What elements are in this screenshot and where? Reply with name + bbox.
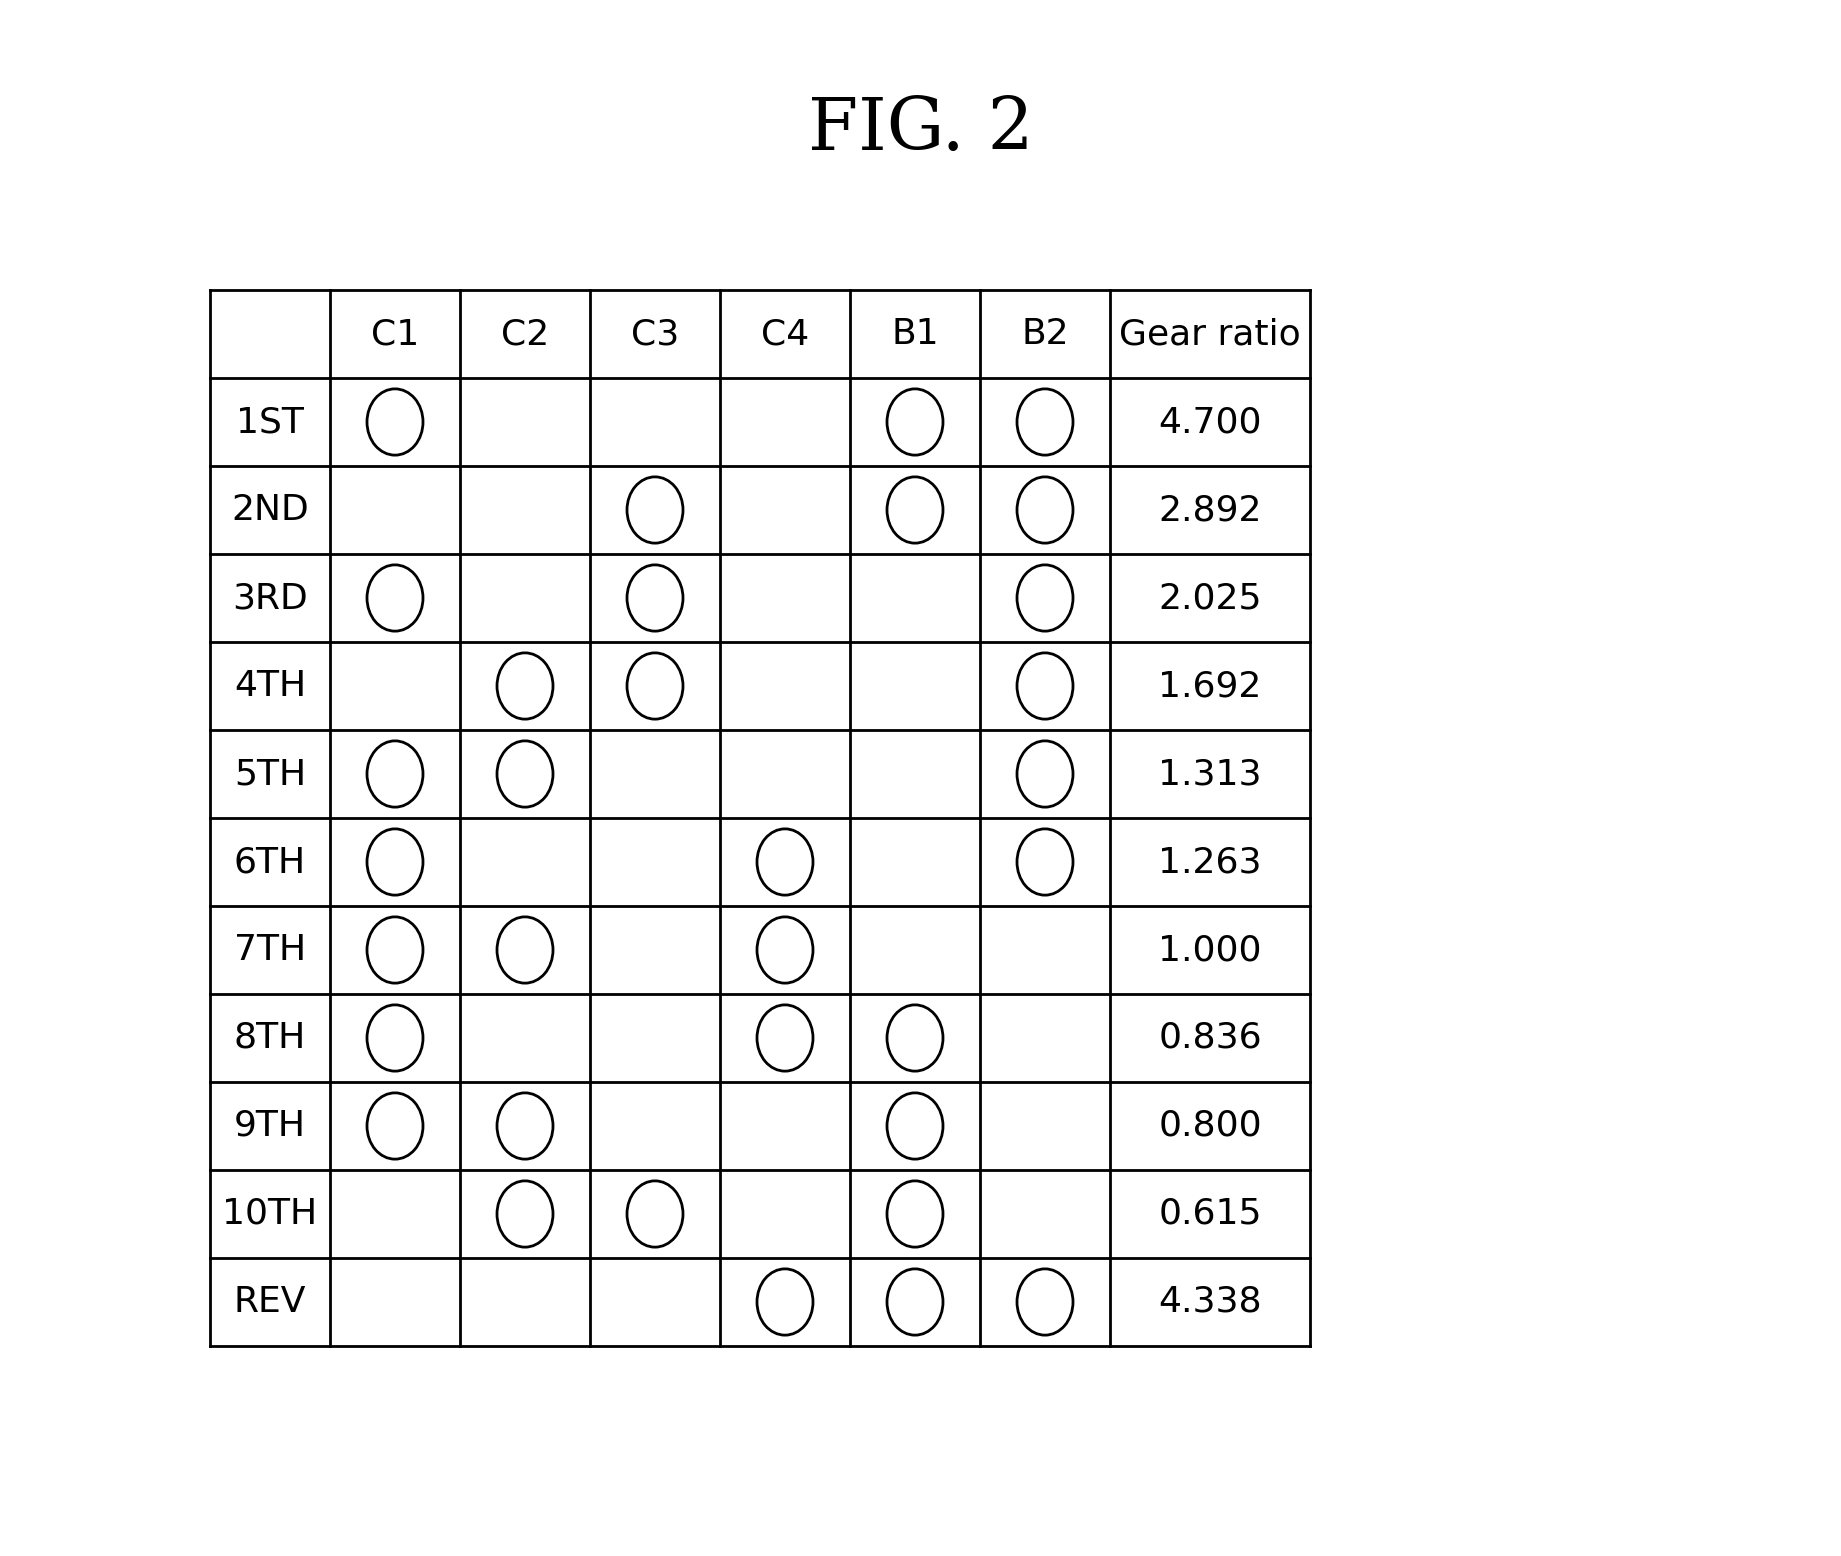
Text: 10TH: 10TH <box>223 1197 317 1231</box>
Text: B2: B2 <box>1022 317 1070 352</box>
Text: 1.263: 1.263 <box>1158 845 1261 879</box>
Text: 2.892: 2.892 <box>1158 493 1261 527</box>
Text: 3RD: 3RD <box>232 580 307 615</box>
Text: 0.800: 0.800 <box>1158 1109 1261 1144</box>
Text: 4.700: 4.700 <box>1158 405 1261 439</box>
Text: 1.692: 1.692 <box>1158 669 1261 703</box>
Text: C4: C4 <box>760 317 810 352</box>
Text: B1: B1 <box>891 317 939 352</box>
Text: 4TH: 4TH <box>234 669 306 703</box>
Text: 8TH: 8TH <box>234 1021 306 1055</box>
Text: 1ST: 1ST <box>236 405 304 439</box>
Text: REV: REV <box>234 1285 306 1319</box>
Text: 6TH: 6TH <box>234 845 306 879</box>
Text: 7TH: 7TH <box>234 934 306 966</box>
Text: 4.338: 4.338 <box>1158 1285 1261 1319</box>
Text: 2.025: 2.025 <box>1158 580 1261 615</box>
Text: C1: C1 <box>370 317 420 352</box>
Text: C3: C3 <box>631 317 679 352</box>
Text: 2ND: 2ND <box>232 493 309 527</box>
Text: FIG. 2: FIG. 2 <box>808 95 1033 165</box>
Text: 5TH: 5TH <box>234 758 306 790</box>
Text: 1.000: 1.000 <box>1158 934 1261 966</box>
Text: C2: C2 <box>501 317 549 352</box>
Text: 1.313: 1.313 <box>1158 758 1261 790</box>
Text: 0.615: 0.615 <box>1158 1197 1261 1231</box>
Text: Gear ratio: Gear ratio <box>1119 317 1302 352</box>
Text: 0.836: 0.836 <box>1158 1021 1261 1055</box>
Text: 9TH: 9TH <box>234 1109 306 1144</box>
